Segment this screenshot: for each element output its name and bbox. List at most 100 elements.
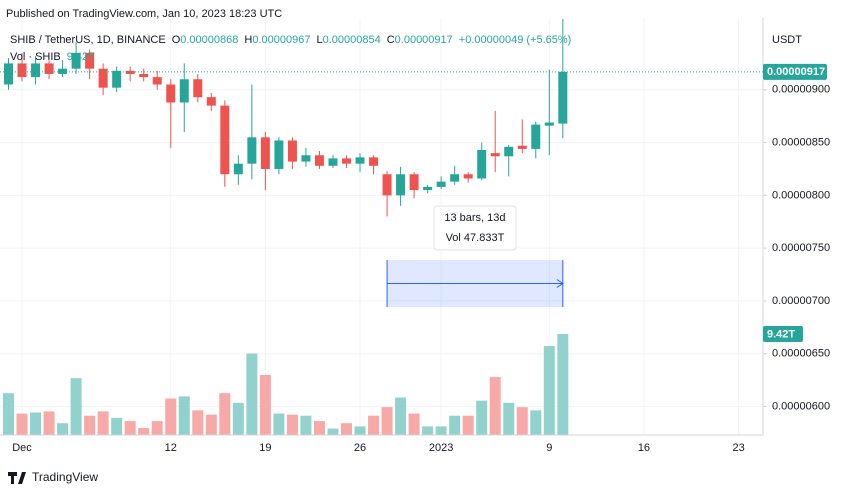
candle-body xyxy=(423,186,433,191)
candle-body xyxy=(544,122,554,126)
volume-layer xyxy=(3,334,569,435)
y-tick-label: 0.00000700 xyxy=(772,295,830,307)
candle-body xyxy=(152,77,162,85)
brand-name: TradingView xyxy=(32,470,98,484)
volume-bar xyxy=(341,423,352,435)
volume-bar xyxy=(327,428,339,435)
candle-body xyxy=(220,105,230,175)
x-tick-label: 9 xyxy=(546,442,552,454)
candle-body xyxy=(179,79,189,103)
volume-bar xyxy=(462,415,474,435)
volume-bar xyxy=(30,412,42,435)
legend-item: +0.00000049 (+5.65%) xyxy=(459,34,572,46)
volume-bar xyxy=(138,428,150,435)
y-tick-label: 0.00000800 xyxy=(772,189,830,201)
candle-body xyxy=(71,52,81,69)
measure-tool: 13 bars, 13d Vol 47.833T xyxy=(386,205,564,307)
candle-body xyxy=(287,140,297,162)
currency: USDT xyxy=(772,34,802,46)
candle-body xyxy=(558,71,568,124)
volume-tag-label: 9.42T xyxy=(767,328,795,340)
candle-body xyxy=(314,155,324,166)
candle-body xyxy=(44,63,54,74)
x-tick-label: 16 xyxy=(638,442,650,454)
volume-bar xyxy=(300,415,312,435)
legend-item: 0.00000967 xyxy=(252,34,310,46)
volume-bar xyxy=(286,414,298,435)
legend-item: 0.00000868 xyxy=(180,34,238,46)
candle-body xyxy=(98,68,108,88)
volume-bar xyxy=(178,396,190,435)
legend-item: H xyxy=(244,34,252,46)
candle-body xyxy=(463,174,473,179)
last-price-label: 0.00000917 xyxy=(767,66,825,78)
legend-volume-value: 9.42T xyxy=(67,51,95,63)
volume-bar xyxy=(3,393,14,435)
volume-bar xyxy=(557,334,569,435)
y-tick-label: 0.00000650 xyxy=(772,348,830,360)
candle-body xyxy=(436,181,446,187)
candle-body xyxy=(301,155,311,162)
volume-bar xyxy=(503,402,515,435)
candle-body xyxy=(490,153,500,157)
measure-bars: 13 bars, 13d xyxy=(444,212,505,224)
volume-bar xyxy=(205,414,217,435)
candle-body xyxy=(166,84,176,103)
volume-bar xyxy=(530,410,542,435)
volume-bar xyxy=(246,353,258,435)
x-tick-label: Dec xyxy=(12,442,32,454)
volume-bar xyxy=(449,415,461,435)
volume-bar xyxy=(422,426,434,435)
published: Published on TradingView.com, Jan 10, 20… xyxy=(6,8,282,20)
volume-bar xyxy=(368,415,380,435)
candle-body xyxy=(260,137,270,169)
measure-label-box xyxy=(433,205,517,251)
candle-body xyxy=(328,158,338,166)
volume-bar xyxy=(476,400,488,435)
legend-item: 0.00000854 xyxy=(323,34,381,46)
volume-bar xyxy=(111,417,123,435)
legend-item: C xyxy=(387,34,395,46)
volume-tag xyxy=(763,326,803,342)
candle-body xyxy=(125,70,135,74)
volume-bar xyxy=(124,421,136,435)
candle-body xyxy=(112,70,122,88)
candle-body xyxy=(17,63,27,78)
candle-layer xyxy=(4,19,568,217)
grid: 0.00000900 0.00000850 0.00000800 0.00000750… xyxy=(0,18,830,454)
brand: TradingView xyxy=(8,470,98,484)
volume-bar xyxy=(408,413,420,435)
candle-body xyxy=(4,63,13,85)
x-tick-label: 2023 xyxy=(429,442,453,454)
volume-bar xyxy=(70,378,82,435)
legend-volume: Vol · SHIB 9.42T xyxy=(10,51,95,63)
candle-body xyxy=(450,174,460,182)
x-tick-label: 19 xyxy=(259,442,271,454)
legend-item: L xyxy=(316,34,322,46)
measure-volume: Vol 47.833T xyxy=(446,232,505,244)
volume-bar xyxy=(543,346,555,435)
legend-volume-name: Vol · SHIB xyxy=(10,51,61,63)
legend-item: 0.00000917 xyxy=(395,34,453,46)
candle-body xyxy=(355,157,365,164)
candle-body xyxy=(382,174,392,196)
legend-item: SHIB / TetherUS, 1D, BINANCE xyxy=(10,34,166,46)
volume-bar xyxy=(232,402,244,435)
volume-bar xyxy=(259,374,271,435)
volume-bar xyxy=(165,398,177,435)
volume-bar xyxy=(489,377,501,435)
volume-bar xyxy=(354,426,366,435)
candle-body xyxy=(247,137,257,164)
y-tick-label: 0.00000900 xyxy=(772,84,830,96)
brand-logo xyxy=(8,472,26,484)
x-tick-label: 12 xyxy=(165,442,177,454)
legend-item: O xyxy=(172,34,181,46)
legend: SHIB / TetherUS, 1D, BINANCE O0.00000868 H… xyxy=(10,34,571,63)
candle-body xyxy=(193,79,203,98)
x-tick-label: 26 xyxy=(354,442,366,454)
legend-line: SHIB / TetherUS, 1D, BINANCE O0.00000868 H… xyxy=(10,34,571,46)
candle-body xyxy=(409,174,419,191)
candle-body xyxy=(139,73,149,78)
